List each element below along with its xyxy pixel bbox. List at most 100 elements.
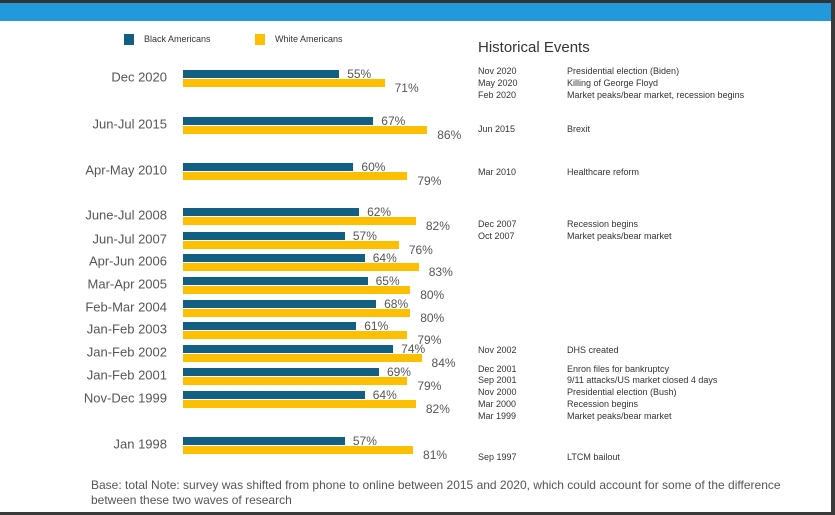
category-label: Feb-Mar 2004: [85, 299, 167, 315]
header-bar: [0, 3, 831, 21]
event-date: Nov 2002: [478, 345, 517, 355]
event-date: Nov 2000: [478, 387, 517, 397]
event-text: LTCM bailout: [567, 452, 620, 462]
value-label-black: 69%: [386, 365, 411, 379]
event-date: Jun 2015: [478, 124, 516, 134]
event-date: Dec 2001: [478, 364, 517, 374]
value-label-black: 57%: [352, 434, 377, 448]
event-date: Oct 2007: [478, 231, 515, 241]
category-label: Jan-Feb 2001: [86, 367, 167, 383]
event-date: May 2020: [478, 78, 518, 88]
event-text: Market peaks/bear market, recession begi…: [567, 90, 745, 100]
bar-black: [183, 437, 345, 445]
bar-black: [183, 277, 368, 285]
value-label-white: 71%: [394, 81, 419, 95]
bar-white: [183, 309, 411, 317]
event-text: Enron files for bankruptcy: [567, 364, 670, 374]
event-date: Mar 2010: [478, 167, 517, 177]
event-date: Nov 2020: [478, 66, 517, 76]
value-label-white: 82%: [425, 402, 450, 416]
bar-black: [183, 300, 377, 308]
event-text: 9/11 attacks/US market closed 4 days: [567, 375, 718, 385]
category-label: Jan-Feb 2002: [86, 344, 167, 360]
value-label-black: 62%: [367, 205, 392, 219]
bar-white: [183, 354, 422, 362]
category-label: Jan 1998: [113, 436, 168, 452]
event-date: Dec 2007: [478, 219, 517, 229]
value-label-black: 60%: [361, 160, 386, 174]
bar-white: [183, 241, 399, 249]
event-text: Killing of George Floyd: [567, 78, 659, 88]
value-label-black: 65%: [375, 274, 400, 288]
event-text: Brexit: [567, 124, 591, 134]
bar-black: [183, 322, 357, 330]
bar-white: [183, 217, 416, 225]
event-text: Market peaks/bear market: [567, 231, 672, 241]
event-text: Recession begins: [567, 219, 639, 229]
bar-black: [183, 117, 374, 125]
bar-black: [183, 208, 360, 216]
bar-white: [183, 446, 414, 454]
bar-black: [183, 254, 365, 262]
bar-white: [183, 286, 411, 294]
value-label-white: 80%: [420, 311, 445, 325]
value-label-black: 67%: [381, 114, 406, 128]
event-date: Sep 2001: [478, 375, 517, 385]
category-label: June-Jul 2008: [85, 207, 167, 223]
bar-white: [183, 172, 408, 180]
legend-label-white: White Americans: [275, 34, 343, 44]
events-title: Historical Events: [478, 39, 590, 56]
event-date: Sep 1997: [478, 452, 517, 462]
category-label: Mar-Apr 2005: [87, 276, 167, 292]
value-label-white: 80%: [420, 288, 445, 302]
category-label: Nov-Dec 1999: [83, 390, 167, 406]
event-text: DHS created: [567, 345, 619, 355]
bar-black: [183, 368, 379, 376]
legend-label-black: Black Americans: [144, 34, 211, 44]
value-label-white: 81%: [423, 448, 448, 462]
value-label-black: 61%: [364, 319, 389, 333]
bar-black: [183, 391, 365, 399]
bar-white: [183, 126, 428, 134]
value-label-black: 55%: [347, 67, 372, 81]
event-text: Market peaks/bear market: [567, 411, 672, 421]
legend-swatch-black: [124, 34, 134, 45]
value-label-black: 57%: [352, 229, 377, 243]
value-label-white: 79%: [417, 379, 442, 393]
category-label: Apr-Jun 2006: [88, 253, 167, 269]
event-text: Presidential election (Bush): [567, 387, 677, 397]
category-label: Jun-Jul 2007: [92, 231, 167, 247]
bar-white: [183, 400, 416, 408]
value-label-white: 76%: [408, 243, 433, 257]
bar-black: [183, 232, 345, 240]
value-label-black: 64%: [372, 388, 397, 402]
bar-black: [183, 345, 394, 353]
bar-white: [183, 331, 408, 339]
bar-white: [183, 377, 408, 385]
window-top-edge: [0, 0, 831, 3]
value-label-black: 64%: [372, 251, 397, 265]
value-label-white: 83%: [428, 265, 453, 279]
footnote: Base: total Note: survey was shifted fro…: [91, 478, 781, 507]
value-label-white: 82%: [425, 219, 450, 233]
bar-black: [183, 70, 340, 78]
value-label-black: 74%: [401, 342, 426, 356]
value-label-white: 79%: [417, 333, 442, 347]
category-label: Apr-May 2010: [85, 162, 167, 178]
event-date: Feb 2020: [478, 90, 517, 100]
category-label: Dec 2020: [111, 69, 167, 85]
value-label-white: 79%: [417, 174, 442, 188]
bar-white: [183, 263, 419, 271]
value-label-white: 86%: [437, 128, 462, 142]
bar-white: [183, 79, 385, 87]
category-label: Jan-Feb 2003: [86, 321, 167, 337]
bar-black: [183, 163, 354, 171]
event-text: Healthcare reform: [567, 167, 640, 177]
value-label-black: 68%: [384, 297, 409, 311]
event-text: Recession begins: [567, 399, 639, 409]
value-label-white: 84%: [431, 356, 456, 370]
event-date: Mar 2000: [478, 399, 517, 409]
legend-swatch-white: [255, 34, 265, 45]
event-date: Mar 1999: [478, 411, 517, 421]
